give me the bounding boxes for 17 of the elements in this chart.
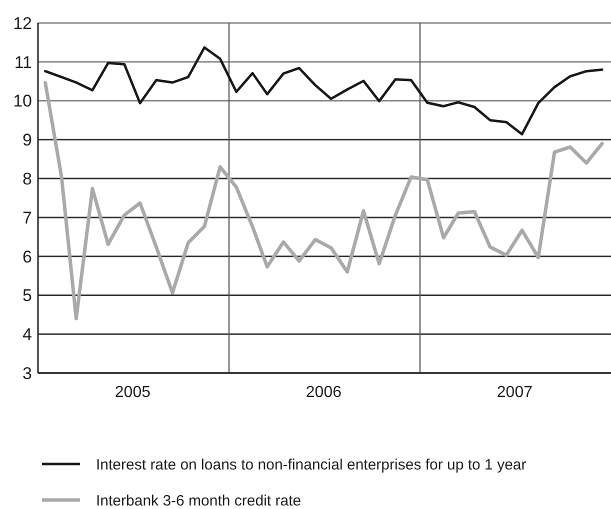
line-series: [44, 46, 604, 136]
y-tick-label: 12: [13, 14, 32, 33]
y-tick-label: 6: [22, 247, 32, 266]
legend-label: Interest rate on loans to non-financial enterprises for up to 1 year: [96, 456, 526, 474]
x-tick-label: 2007: [496, 384, 533, 401]
y-tick-label: 10: [13, 92, 32, 111]
line-series: [44, 81, 604, 320]
y-tick-label: 3: [22, 364, 32, 383]
y-tick-label: 5: [22, 286, 32, 306]
y-tick-label: 4: [22, 325, 32, 344]
x-tick-label: 2005: [114, 384, 151, 401]
y-tick-label: 8: [22, 170, 32, 189]
x-tick-label: 2006: [306, 384, 342, 401]
legend-label: Interbank 3-6 month credit rate: [96, 492, 302, 509]
y-tick-label: 11: [14, 52, 32, 72]
y-tick-label: 7: [22, 208, 32, 228]
y-tick-label: 9: [22, 130, 32, 150]
